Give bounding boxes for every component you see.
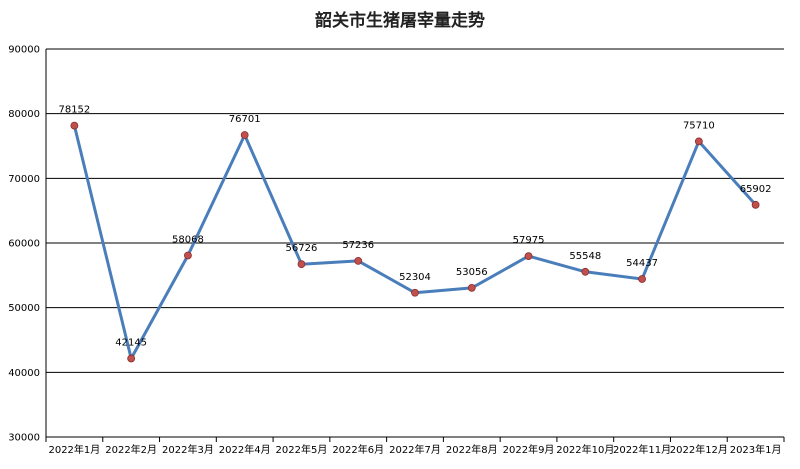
data-point xyxy=(467,284,476,292)
x-tick-label: 2022年3月 xyxy=(162,443,214,456)
x-tick-label: 2022年11月 xyxy=(613,443,671,456)
y-tick-label: 30000 xyxy=(8,433,40,444)
x-tick-label: 2022年5月 xyxy=(276,443,328,456)
y-tick-label: 60000 xyxy=(8,239,40,250)
data-label: 78152 xyxy=(58,105,90,116)
x-tick-label: 2022年7月 xyxy=(389,443,441,456)
data-label: 58068 xyxy=(172,234,204,245)
data-label: 75710 xyxy=(683,120,715,131)
data-point xyxy=(184,251,192,260)
data-label: 65902 xyxy=(740,184,772,195)
x-tick-label: 2023年1月 xyxy=(730,443,782,456)
data-point xyxy=(411,288,419,297)
y-tick-label: 70000 xyxy=(8,174,40,185)
x-tick-label: 2022年10月 xyxy=(556,443,614,456)
x-tick-label: 2022年9月 xyxy=(503,443,555,456)
data-label: 76701 xyxy=(229,114,261,125)
x-tick-label: 2022年4月 xyxy=(219,443,271,456)
data-point xyxy=(127,354,136,363)
x-tick-label: 2022年2月 xyxy=(105,443,157,456)
data-label: 42145 xyxy=(115,337,147,348)
x-tick-label: 2022年1月 xyxy=(48,443,100,456)
y-tick-label: 90000 xyxy=(8,45,40,56)
data-label: 57975 xyxy=(513,235,545,246)
x-tick-label: 2022年8月 xyxy=(446,443,498,456)
data-point xyxy=(694,137,703,146)
data-label: 56726 xyxy=(286,243,318,254)
x-tick-label: 2022年6月 xyxy=(332,443,384,456)
data-label: 55548 xyxy=(569,251,601,262)
data-point xyxy=(524,252,533,260)
data-label: 53056 xyxy=(456,267,488,278)
data-point xyxy=(581,267,590,276)
data-point xyxy=(354,256,363,265)
x-tick-label: 2022年12月 xyxy=(670,443,728,456)
chart-title: 韶关市生猪屠宰量走势 xyxy=(315,11,485,31)
data-point xyxy=(70,121,79,130)
data-point xyxy=(297,260,306,269)
y-tick-label: 40000 xyxy=(8,368,40,379)
y-tick-label: 50000 xyxy=(8,303,40,314)
data-label: 52304 xyxy=(399,272,431,283)
y-tick-label: 80000 xyxy=(8,109,40,120)
data-point xyxy=(638,275,646,283)
data-point xyxy=(751,200,760,209)
data-label: 57236 xyxy=(342,240,374,251)
data-point xyxy=(240,131,249,139)
data-label: 54437 xyxy=(626,258,658,269)
